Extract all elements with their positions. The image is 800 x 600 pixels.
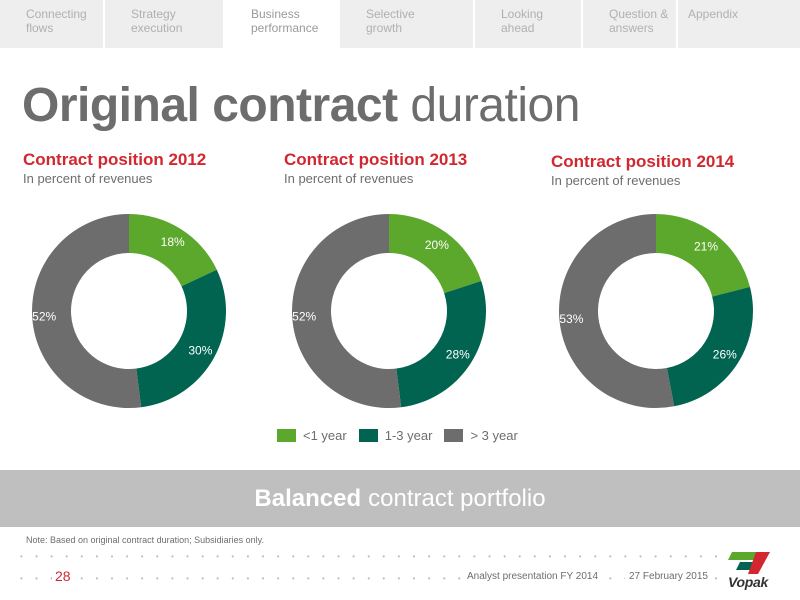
donut-slice-mid (396, 281, 486, 408)
donut-label-long: 52% (32, 309, 56, 323)
footnote: Note: Based on original contract duratio… (26, 535, 264, 545)
donut-slice-short (656, 214, 750, 297)
legend-label: 1-3 year (384, 428, 433, 443)
tab-business-performance[interactable]: Business performance (225, 0, 340, 51)
tab-question-answers[interactable]: Question & answers (583, 0, 678, 48)
page-number: 28 (52, 568, 74, 584)
footer-presentation: Analyst presentation FY 2014 (463, 571, 603, 582)
donut-slice-short (389, 214, 482, 294)
footer-date: 27 February 2015 (625, 571, 712, 582)
donut-label-mid: 28% (446, 348, 470, 362)
legend-label: <1 year (303, 428, 347, 443)
donut-label-long: 52% (292, 309, 316, 323)
chart-subtitle: In percent of revenues (284, 171, 414, 186)
chart-title: Contract position 2012 (23, 150, 207, 169)
page-title-regular: duration (410, 79, 580, 132)
donut-label-short: 18% (161, 235, 185, 249)
tab-selective-growth[interactable]: Selective growth (340, 0, 475, 48)
donut-label-short: 20% (425, 238, 449, 252)
chart-legend: <1 year 1-3 year > 3 year (277, 428, 530, 443)
donut-label-long: 53% (559, 312, 583, 326)
logo-wordmark: Vopak (728, 574, 768, 590)
tab-strategy-execution[interactable]: Strategy execution (105, 0, 225, 48)
chart-title: Contract position 2013 (284, 150, 468, 169)
donut-label-mid: 26% (713, 348, 737, 362)
chart-subtitle: In percent of revenues (23, 171, 153, 186)
tab-appendix[interactable]: Appendix (678, 0, 800, 48)
page-title: Original contract duration (22, 76, 580, 136)
banner-regular: contract portfolio (368, 484, 546, 512)
legend-item-short: <1 year (277, 428, 347, 443)
donut-label-short: 21% (694, 240, 718, 254)
tab-looking-ahead[interactable]: Looking ahead (475, 0, 583, 48)
vopak-logo-icon (728, 552, 770, 574)
legend-item-mid: 1-3 year (358, 428, 433, 443)
chart-title: Contract position 2014 (551, 152, 735, 171)
dotted-divider: ••••••••••••••••••••••••••••••••••••••••… (20, 553, 720, 561)
chart-subtitle: In percent of revenues (551, 173, 681, 188)
donut-label-mid: 30% (188, 343, 212, 357)
conclusion-banner: Balanced contract portfolio (0, 470, 800, 527)
tab-connecting-flows[interactable]: Connecting flows (0, 0, 105, 48)
legend-label: > 3 year (470, 428, 518, 443)
legend-item-long: > 3 year (444, 428, 518, 443)
section-nav: Connecting flows Strategy execution Busi… (0, 0, 800, 51)
page-title-bold: Original contract (22, 79, 398, 132)
banner-bold: Balanced (254, 484, 362, 512)
donut-slice-long (292, 214, 402, 408)
donut-slice-long (558, 214, 675, 408)
donut-slice-long (32, 214, 142, 408)
legend-swatch (277, 429, 296, 442)
donut-slice-mid (666, 286, 754, 407)
legend-swatch (444, 429, 464, 442)
donut-slice-mid (136, 269, 226, 408)
legend-swatch (358, 429, 378, 442)
dotted-divider: ••••••••••••••••••••••••••••••••••••••••… (20, 575, 720, 583)
donut-slice-short (129, 214, 217, 287)
vopak-logo: Vopak (718, 550, 778, 590)
